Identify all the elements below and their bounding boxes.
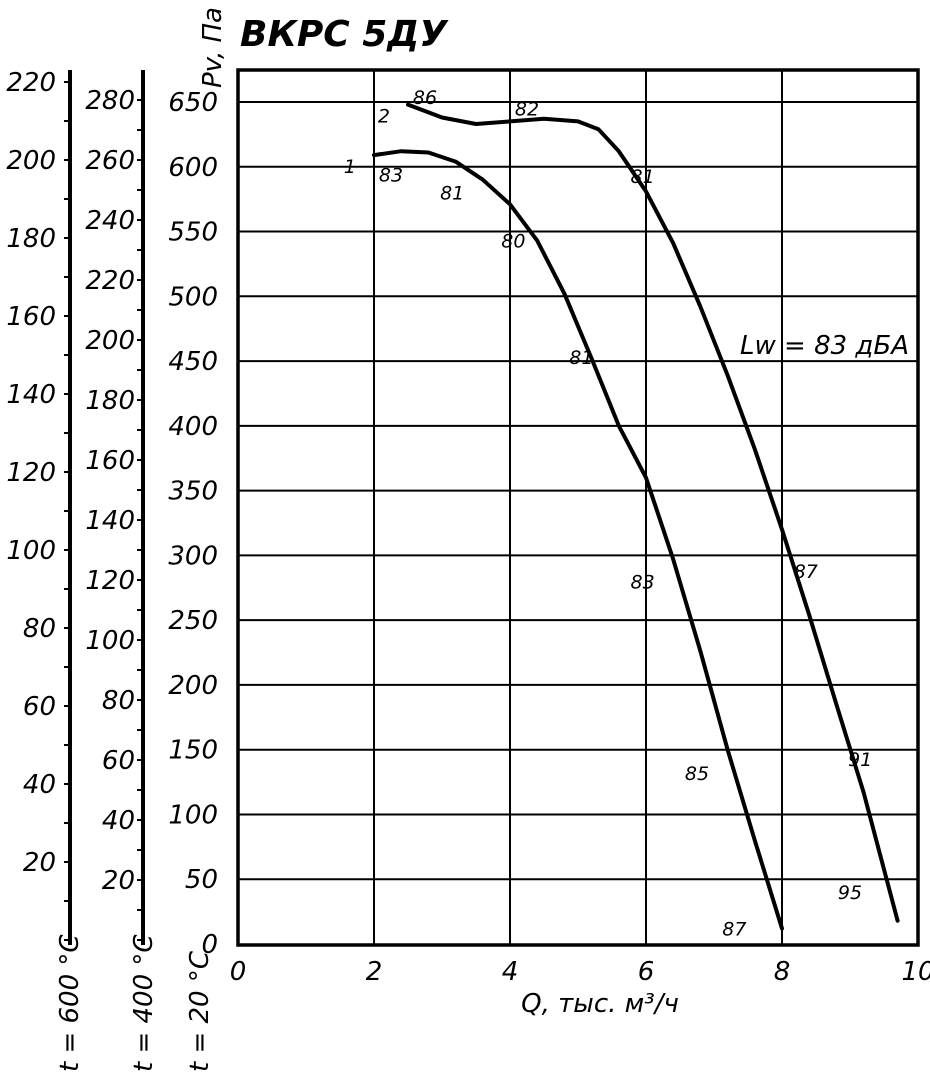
tscale1-label-20: 20 <box>23 848 56 878</box>
tscale1-label-220: 220 <box>6 68 56 98</box>
series-names: 12 <box>344 106 390 179</box>
noise-label-1-2: 80 <box>501 231 525 253</box>
noise-label-1-0: 83 <box>379 165 403 187</box>
x-tick-labels: 0 2 4 6 8 10 <box>230 957 930 987</box>
series-name-2: 2 <box>378 106 390 128</box>
y-tick-400: 400 <box>168 412 218 442</box>
noise-label-1-5: 85 <box>685 763 709 785</box>
sound-power-annotation: Lw = 83 дБА <box>740 331 909 361</box>
plot-frame <box>236 68 920 947</box>
y-tick-150: 150 <box>168 736 218 766</box>
tscale1-label-80: 80 <box>23 614 56 644</box>
y-tick-600: 600 <box>168 153 218 183</box>
tscale2-label-100: 100 <box>85 626 135 656</box>
x-axis-label: Q, тыс. м³/ч <box>521 989 679 1019</box>
tscale2-label-260: 260 <box>85 146 135 176</box>
series-name-1: 1 <box>344 156 356 178</box>
curve-2 <box>406 102 900 923</box>
y-tick-200: 200 <box>168 671 218 701</box>
tscale1-label-200: 200 <box>6 146 56 176</box>
scale-label-600: t = 600 °C <box>55 934 85 1072</box>
noise-label-2-4: 91 <box>848 749 872 771</box>
tscale1-label-120: 120 <box>6 458 56 488</box>
y-tick-labels: 0 50 100 150 200 250 300 350 400 450 500 550 600 650 <box>168 88 218 960</box>
curves <box>372 102 900 931</box>
tscale2-label-20: 20 <box>102 866 135 896</box>
noise-level-labels: 83 81 80 81 83 85 87 86 82 81 87 91 95 <box>379 87 872 941</box>
tscale2-label-60: 60 <box>102 746 135 776</box>
tscale1-label-40: 40 <box>23 770 56 800</box>
noise-label-2-1: 82 <box>515 98 539 120</box>
y-tick-650: 650 <box>168 88 218 118</box>
chart-title: ВКРС 5ДУ <box>240 14 449 55</box>
tscale2-label-200: 200 <box>85 326 135 356</box>
y-tick-300: 300 <box>168 541 218 571</box>
noise-label-2-5: 95 <box>838 882 862 904</box>
y-tick-100: 100 <box>168 800 218 830</box>
y-tick-350: 350 <box>168 477 218 507</box>
noise-label-2-2: 81 <box>631 166 655 188</box>
tscale1-label-140: 140 <box>6 380 56 410</box>
scale-label-400: t = 400 °C <box>129 934 159 1072</box>
temperature-scale-400: 280 260 240 220 200 180 160 140 120 100 80 60 40 20 <box>85 70 145 945</box>
y-tick-50: 50 <box>185 865 218 895</box>
noise-label-1-6: 87 <box>722 918 746 940</box>
x-tick-0: 0 <box>230 957 247 987</box>
grid <box>238 70 918 945</box>
tscale2-label-240: 240 <box>85 206 135 236</box>
tscale2-label-220: 220 <box>85 266 135 296</box>
tscale1-label-180: 180 <box>6 224 56 254</box>
curve-1 <box>372 149 784 931</box>
tscale1-label-60: 60 <box>23 692 56 722</box>
temperature-scale-600: 220 200 180 160 140 120 100 80 60 40 20 <box>6 68 72 945</box>
noise-label-1-1: 81 <box>440 183 464 205</box>
noise-label-1-3: 81 <box>569 347 593 369</box>
tscale2-label-280: 280 <box>85 86 135 116</box>
tscale1-label-160: 160 <box>6 302 56 332</box>
tscale2-label-180: 180 <box>85 386 135 416</box>
tscale1-label-100: 100 <box>6 536 56 566</box>
scale-label-20: t = 20 °C <box>185 950 215 1072</box>
y-tick-550: 550 <box>168 218 218 248</box>
tscale2-label-140: 140 <box>85 506 135 536</box>
x-tick-8: 8 <box>774 957 791 987</box>
tscale2-label-120: 120 <box>85 566 135 596</box>
tscale2-label-80: 80 <box>102 686 135 716</box>
noise-label-2-0: 86 <box>413 87 437 109</box>
x-tick-10: 10 <box>901 957 930 987</box>
y-tick-0: 0 <box>201 930 218 960</box>
tscale2-label-160: 160 <box>85 446 135 476</box>
y-tick-450: 450 <box>168 347 218 377</box>
noise-label-1-4: 83 <box>631 571 655 593</box>
x-tick-2: 2 <box>366 957 383 987</box>
x-tick-6: 6 <box>638 957 655 987</box>
y-axis-label: Pv, Па <box>198 7 228 88</box>
tscale2-label-40: 40 <box>102 806 135 836</box>
noise-label-2-3: 87 <box>794 561 818 583</box>
y-tick-500: 500 <box>168 282 218 312</box>
x-tick-4: 4 <box>502 957 519 987</box>
y-tick-250: 250 <box>168 606 218 636</box>
